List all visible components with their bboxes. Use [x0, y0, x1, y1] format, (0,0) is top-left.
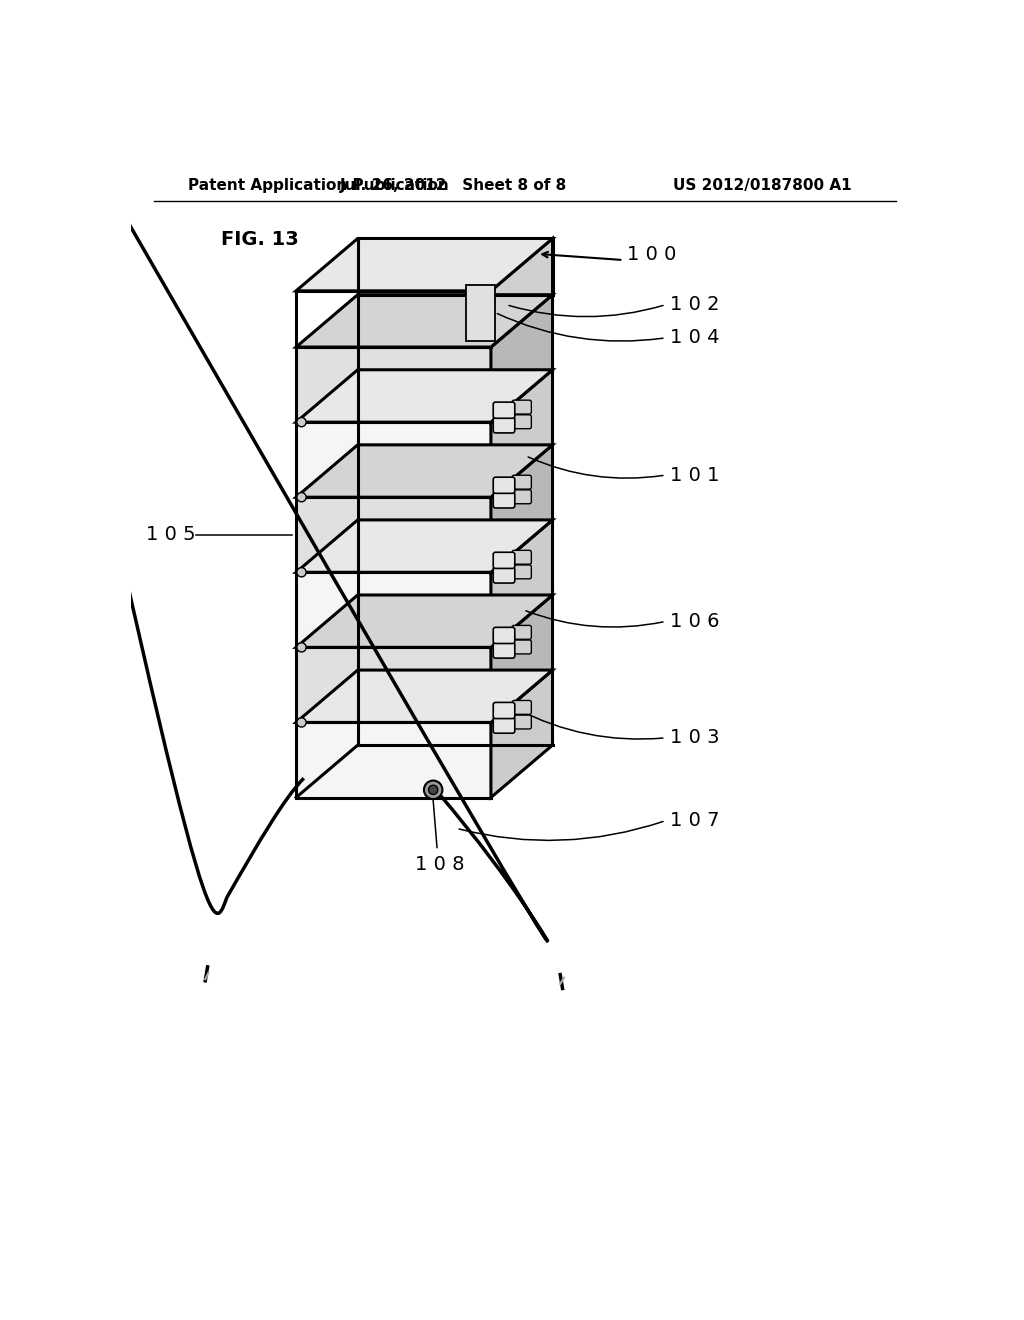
FancyBboxPatch shape — [494, 627, 515, 644]
Text: Jul. 26, 2012   Sheet 8 of 8: Jul. 26, 2012 Sheet 8 of 8 — [340, 178, 567, 193]
FancyBboxPatch shape — [512, 640, 531, 653]
Polygon shape — [296, 498, 490, 573]
FancyBboxPatch shape — [494, 478, 515, 494]
FancyBboxPatch shape — [512, 626, 531, 639]
Polygon shape — [296, 370, 553, 422]
Polygon shape — [490, 671, 553, 797]
Circle shape — [297, 417, 306, 426]
FancyBboxPatch shape — [494, 702, 515, 718]
Bar — [466, 285, 495, 341]
FancyBboxPatch shape — [494, 566, 515, 583]
Polygon shape — [490, 370, 553, 498]
FancyBboxPatch shape — [494, 403, 515, 418]
FancyBboxPatch shape — [512, 475, 531, 490]
Polygon shape — [296, 290, 490, 347]
Text: 1 0 0: 1 0 0 — [628, 246, 677, 264]
Text: US 2012/0187800 A1: US 2012/0187800 A1 — [673, 178, 851, 193]
Polygon shape — [296, 573, 490, 647]
Polygon shape — [490, 595, 553, 722]
FancyBboxPatch shape — [494, 492, 515, 508]
Polygon shape — [296, 520, 553, 573]
Circle shape — [297, 718, 306, 727]
Text: 1 0 3: 1 0 3 — [670, 729, 719, 747]
Circle shape — [297, 568, 306, 577]
Circle shape — [429, 785, 438, 795]
FancyBboxPatch shape — [494, 417, 515, 433]
Circle shape — [297, 492, 306, 502]
Circle shape — [424, 780, 442, 799]
Circle shape — [297, 643, 306, 652]
FancyBboxPatch shape — [512, 490, 531, 504]
Polygon shape — [296, 647, 490, 722]
FancyBboxPatch shape — [512, 414, 531, 429]
FancyBboxPatch shape — [512, 565, 531, 579]
Text: 1 0 1: 1 0 1 — [670, 466, 719, 484]
Text: FIG. 13: FIG. 13 — [221, 230, 299, 248]
FancyBboxPatch shape — [512, 701, 531, 714]
Text: Patent Application Publication: Patent Application Publication — [188, 178, 450, 193]
Polygon shape — [490, 294, 553, 422]
FancyBboxPatch shape — [512, 715, 531, 729]
FancyBboxPatch shape — [494, 642, 515, 659]
Polygon shape — [296, 671, 553, 722]
Text: 1 0 8: 1 0 8 — [415, 855, 464, 874]
Polygon shape — [296, 294, 553, 347]
Polygon shape — [296, 595, 553, 647]
Text: 1 0 6: 1 0 6 — [670, 612, 719, 631]
Polygon shape — [296, 722, 490, 797]
Polygon shape — [490, 445, 553, 573]
Text: 1 0 2: 1 0 2 — [670, 296, 719, 314]
FancyBboxPatch shape — [512, 400, 531, 414]
Polygon shape — [296, 422, 490, 498]
Text: 1 0 4: 1 0 4 — [670, 329, 719, 347]
Text: 1 0 7: 1 0 7 — [670, 810, 719, 830]
FancyBboxPatch shape — [494, 717, 515, 733]
Polygon shape — [490, 239, 553, 347]
Polygon shape — [490, 520, 553, 647]
Polygon shape — [296, 347, 490, 422]
FancyBboxPatch shape — [494, 552, 515, 569]
Text: 1 0 5: 1 0 5 — [146, 525, 196, 544]
Polygon shape — [296, 239, 553, 290]
FancyBboxPatch shape — [512, 550, 531, 564]
Polygon shape — [296, 445, 553, 498]
